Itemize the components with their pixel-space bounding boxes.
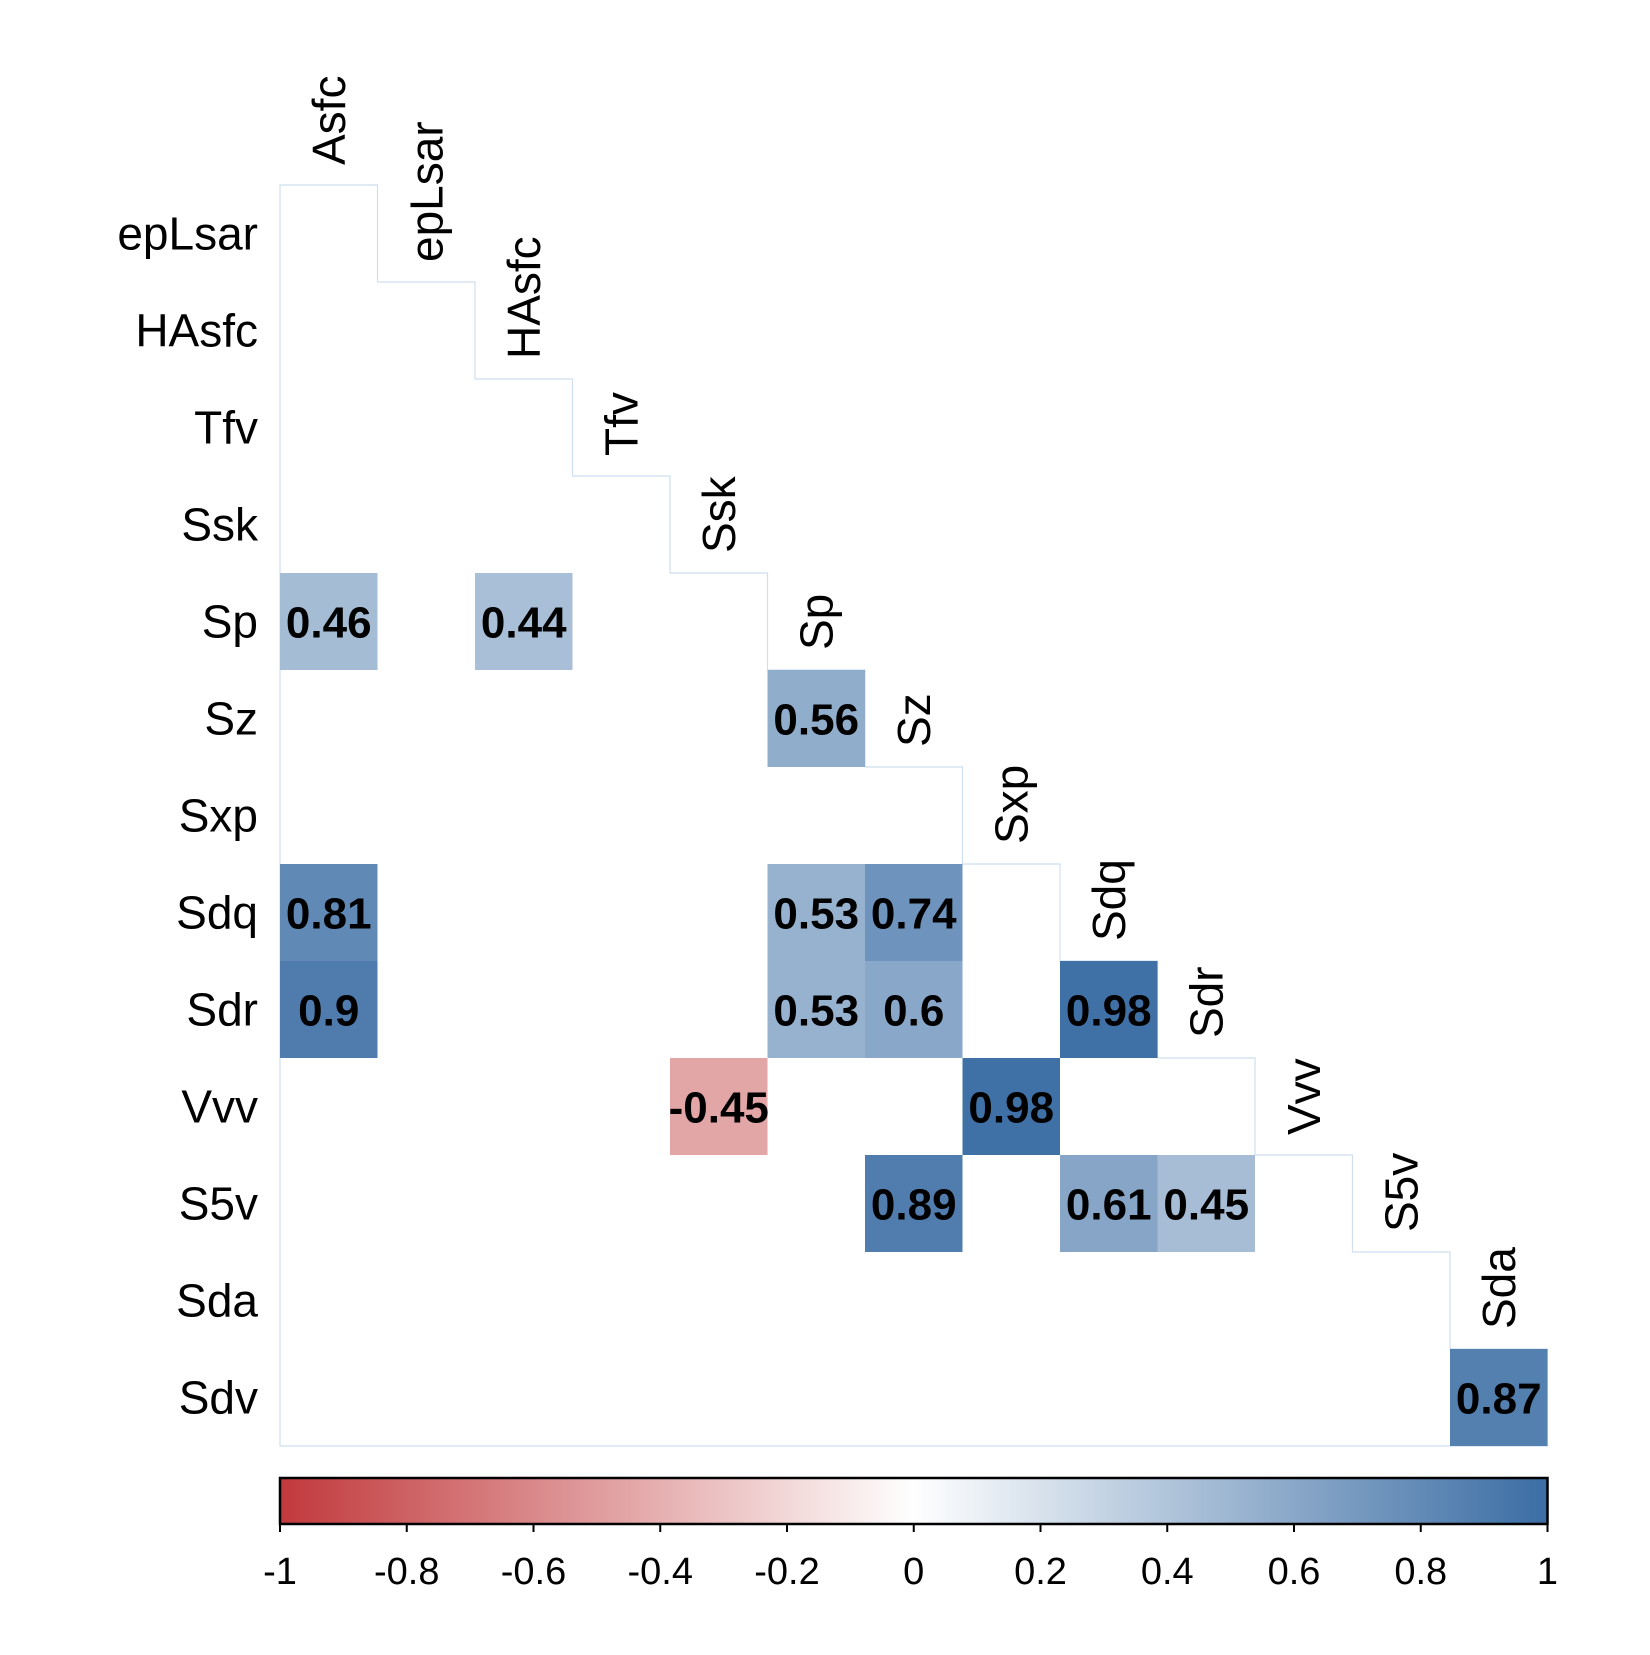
colorbar-tick-label: -0.6 — [501, 1551, 566, 1593]
column-label: Sz — [888, 693, 940, 747]
column-label: Sp — [790, 594, 842, 650]
colorbar-tick-label: 0.2 — [1014, 1551, 1067, 1593]
colorbar-tick-label: -0.2 — [754, 1551, 819, 1593]
heatmap-cell — [865, 1155, 963, 1252]
heatmap-cell — [865, 961, 963, 1058]
heatmap-cell — [865, 864, 963, 961]
triangle-outline — [279, 184, 1549, 1447]
row-label: S5v — [179, 1178, 258, 1230]
colorbar-tick-label: -0.8 — [374, 1551, 439, 1593]
colorbar-tick-label: 1 — [1537, 1551, 1558, 1593]
column-label: Ssk — [693, 475, 745, 553]
row-labels: epLsar HAsfc Tfv Ssk Sp Sz Sxp Sdq Sdr Vvv S5v Sda S… — [117, 208, 259, 1424]
column-label: Tfv — [595, 392, 647, 456]
colorbar-gradient — [278, 1476, 1549, 1526]
row-label: Vvv — [181, 1081, 258, 1133]
heatmap-cells: 0.46 0.44 0.56 0.81 0.53 0.74 0.9 0.53 0.6 0.98 -0… — [280, 573, 1548, 1446]
triangle-outline-path — [279, 184, 1549, 1447]
cell-value-label: 0.44 — [481, 599, 567, 648]
colorbar-tick-label: 0.8 — [1394, 1551, 1447, 1593]
column-label: S5v — [1375, 1153, 1427, 1232]
column-label: epLsar — [400, 121, 452, 262]
cell-value-label: 0.46 — [286, 599, 372, 648]
row-label: Sdq — [176, 887, 258, 939]
color-legend: -1 -0.8 -0.6 -0.4 -0.2 0 0.2 0.4 0.6 0.8 1 — [263, 1476, 1558, 1593]
row-label: epLsar — [117, 208, 258, 260]
heatmap-cell — [670, 1058, 768, 1155]
heatmap-cell — [475, 573, 573, 670]
colorbar-tick-label: 0.6 — [1268, 1551, 1321, 1593]
row-label: Sdr — [186, 984, 258, 1036]
cell-value-label: 0.74 — [871, 890, 957, 939]
heatmap-cell — [767, 670, 865, 767]
column-label: Sdq — [1083, 859, 1135, 941]
colorbar-tick-label: -1 — [263, 1551, 297, 1593]
cell-value-label: 0.56 — [773, 696, 859, 745]
column-label: Sda — [1473, 1247, 1525, 1329]
row-label: Sxp — [179, 790, 258, 842]
column-label: Vvv — [1278, 1058, 1330, 1135]
cell-value-label: 0.53 — [773, 987, 859, 1036]
heatmap-cell — [962, 1058, 1060, 1155]
heatmap-cell — [1060, 1155, 1158, 1252]
column-label: HAsfc — [498, 236, 550, 359]
column-label: Asfc — [303, 76, 355, 165]
cell-value-label: 0.9 — [298, 987, 359, 1036]
cell-value-label: -0.45 — [669, 1084, 769, 1133]
heatmap-cell — [280, 573, 378, 670]
column-label: Sxp — [985, 765, 1037, 844]
column-label: Sdr — [1180, 966, 1232, 1038]
row-label: Tfv — [194, 402, 258, 454]
heatmap-cell — [767, 864, 865, 961]
colorbar-tick-label: 0.4 — [1141, 1551, 1194, 1593]
heatmap-cell — [280, 864, 378, 961]
column-labels: Asfc epLsar HAsfc Tfv Ssk Sp Sz Sxp Sdq Sdr Vvv S5v… — [303, 76, 1525, 1329]
colorbar-tick-label: -0.4 — [628, 1551, 693, 1593]
heatmap-cell — [1450, 1349, 1548, 1446]
cell-value-label: 0.87 — [1456, 1375, 1542, 1424]
heatmap-cell — [767, 961, 865, 1058]
cell-value-label: 0.89 — [871, 1181, 957, 1230]
cell-value-label: 0.61 — [1066, 1181, 1152, 1230]
row-label: Sdv — [179, 1372, 258, 1424]
row-label: Sp — [202, 596, 258, 648]
heatmap-cell — [1060, 961, 1158, 1058]
colorbar-tick-label: 0 — [903, 1551, 924, 1593]
heatmap-cell — [1157, 1155, 1255, 1252]
row-label: Sda — [176, 1275, 258, 1327]
cell-value-label: 0.98 — [1066, 987, 1152, 1036]
row-label: Sz — [204, 693, 258, 745]
cell-value-label: 0.81 — [286, 890, 372, 939]
row-label: HAsfc — [135, 305, 258, 357]
cell-value-label: 0.6 — [883, 987, 944, 1036]
cell-value-label: 0.45 — [1163, 1181, 1249, 1230]
cell-value-label: 0.98 — [968, 1084, 1054, 1133]
cell-value-label: 0.53 — [773, 890, 859, 939]
row-label: Ssk — [181, 499, 259, 551]
heatmap-cell — [280, 961, 378, 1058]
